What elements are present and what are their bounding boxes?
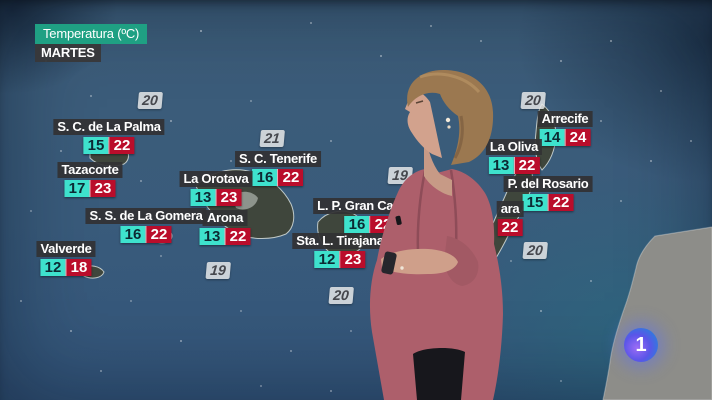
max-temp-badge: 22	[547, 194, 574, 211]
station-temp-badges: 22	[497, 219, 524, 236]
day-label: MARTES	[35, 44, 101, 62]
max-temp-badge: 18	[65, 259, 92, 276]
station-temp-badges: 17 23	[57, 180, 122, 197]
station-temp-badges: 15 22	[504, 194, 593, 211]
station: S. S. de La Gomera 16 22	[85, 207, 207, 243]
station-temp-badges: 13 22	[199, 228, 251, 245]
presenter-hair	[407, 70, 494, 165]
max-temp-badge: 24	[564, 129, 591, 146]
max-temp-badge: 22	[108, 137, 135, 154]
min-temp-badge: 16	[252, 169, 278, 186]
min-temp-badge: 16	[120, 226, 146, 243]
station-name-label: La Orotava	[179, 171, 253, 187]
min-temp-badge: 17	[64, 180, 90, 197]
lapel-microphone	[395, 215, 402, 226]
min-temp-badge: 12	[40, 259, 66, 276]
presenter-dark-front	[413, 348, 465, 400]
max-temp-badge: 22	[497, 219, 523, 236]
min-temp-badge: 16	[344, 216, 370, 233]
station-name-label: Valverde	[36, 241, 96, 257]
station-name-label: Sta. L. Tirajana	[292, 233, 388, 249]
max-temp-badge: 22	[513, 157, 540, 174]
station-name-label: S. C. Tenerife	[235, 151, 321, 167]
presenter-face	[405, 91, 442, 158]
station-temp-badges: 14 24	[538, 129, 593, 146]
station: Arrecife 14 24	[537, 110, 593, 146]
station-name-label: S. S. de La Gomera	[85, 208, 207, 224]
station-temp-badges: 12 18	[36, 259, 95, 276]
presenter-jacket	[369, 169, 503, 400]
station: Arona 13 22	[199, 209, 251, 245]
min-temp-badge: 13	[488, 157, 514, 174]
station-name-label: Tazacorte	[57, 162, 123, 178]
station-name-label: La Oliva	[485, 139, 543, 155]
min-temp-badge: 13	[199, 228, 225, 245]
station-name-label: Arona	[202, 210, 248, 226]
station: S. C. Tenerife 16 22	[235, 150, 321, 186]
max-temp-badge: 23	[339, 251, 366, 268]
station-temp-badges: 16 22	[85, 226, 206, 243]
max-temp-badge: 22	[224, 228, 251, 245]
station: Valverde 12 18	[36, 240, 96, 276]
station-name-label: P. del Rosario	[503, 176, 593, 192]
station: S. C. de La Palma 15 22	[53, 118, 165, 154]
max-temp-badge: 23	[89, 180, 116, 197]
max-temp-badge: 22	[277, 169, 304, 186]
station: ara 22	[496, 200, 524, 236]
channel-logo-digit: 1	[635, 333, 647, 356]
temperature-title: Temperatura (ºC)	[35, 24, 148, 44]
max-temp-badge: 23	[215, 189, 242, 206]
station-temp-badges: 13 23	[180, 189, 253, 206]
earring	[445, 117, 451, 123]
min-temp-badge: 12	[314, 251, 340, 268]
presenter-forearms	[381, 248, 458, 275]
station-name-label: Arrecife	[537, 111, 593, 127]
station: P. del Rosario 15 22	[503, 175, 593, 211]
station: Tazacorte 17 23	[57, 161, 123, 197]
station-name-label: S. C. de La Palma	[53, 119, 165, 135]
max-temp-badge: 22	[145, 226, 172, 243]
min-temp-badge: 15	[83, 137, 109, 154]
station-temp-badges: 13 22	[486, 157, 542, 174]
min-temp-badge: 15	[522, 194, 548, 211]
min-temp-badge: 14	[539, 129, 565, 146]
station-temp-badges: 12 23	[292, 251, 387, 268]
station: Sta. L. Tirajana 12 23	[292, 232, 388, 268]
min-temp-badge: 13	[190, 189, 216, 206]
station-name-label: ara	[496, 201, 524, 217]
remote-clicker	[381, 251, 397, 275]
station: La Orotava 13 23	[179, 170, 253, 206]
station-temp-badges: 15 22	[53, 137, 164, 154]
station-temp-badges: 16 22	[235, 169, 321, 186]
station: La Oliva 13 22	[485, 138, 543, 174]
channel-logo-la1: 1	[624, 328, 658, 362]
